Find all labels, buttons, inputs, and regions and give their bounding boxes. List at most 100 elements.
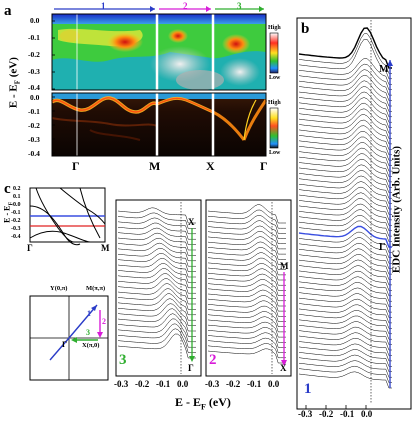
edc-curve [117, 333, 196, 359]
edc-curve [117, 323, 196, 348]
edc-curve [117, 268, 196, 289]
edc-curve [207, 247, 286, 265]
panel-a-y-axis-label: E - EF (eV) [7, 57, 22, 109]
edc-curve [207, 348, 286, 364]
panel-c-brillouin-zone [29, 295, 109, 381]
edc-curve [298, 298, 392, 318]
edc-curve [298, 326, 392, 345]
stack-2-edc-curves [207, 204, 286, 364]
bottom-axis-label: E - EF (eV) [175, 395, 231, 412]
ytick-bottom-4: -0.4 [28, 149, 40, 158]
edc-curve [117, 212, 196, 229]
edc-curve [298, 315, 392, 335]
edc-curve [298, 131, 392, 156]
colorbar-top [269, 32, 279, 74]
bz-path-1: 1 [87, 309, 91, 318]
ytick-bottom-1: -0.1 [28, 107, 40, 116]
edc-curve [117, 247, 196, 267]
edc-curve [298, 97, 392, 123]
edc-curve [298, 119, 392, 145]
edc-curve [207, 300, 286, 317]
stack-2-bottom-label: X [280, 363, 287, 373]
bottom-tick-stack3-1: -0.2 [135, 379, 150, 389]
bottom-tick-stack3-0: -0.3 [114, 379, 129, 389]
bz-label-m: M(π,π) [86, 285, 106, 292]
edc-curve [298, 360, 392, 378]
inset-ytick-5: -0.3 [11, 226, 21, 232]
panel-c-inset [29, 187, 106, 246]
colorbar-bottom [269, 107, 279, 149]
edc-curve [207, 337, 286, 353]
inset-ytick-3: -0.1 [11, 210, 21, 216]
edc-curve [298, 58, 392, 85]
edc-curve [207, 230, 286, 250]
sym-point-x: X [206, 159, 215, 173]
edc-curve [298, 270, 392, 291]
edc-curve [298, 125, 392, 150]
panel-a-bottom-map [50, 92, 268, 157]
edc-curve [298, 142, 392, 166]
edc-curve [117, 278, 196, 299]
panel-b-marker-m: M [379, 64, 389, 75]
edc-curve [117, 258, 196, 278]
edc-curve [298, 231, 392, 253]
edc-curve [298, 175, 392, 199]
edc-curve [207, 241, 286, 260]
ytick-bottom-0: 0.0 [30, 93, 40, 102]
inset-ytick-0: 0.2 [13, 186, 21, 192]
ytick-top-0: 0.0 [30, 16, 40, 25]
inset-xtick-gamma: Γ [27, 243, 33, 253]
edc-curve [298, 181, 392, 204]
edc-curve [117, 313, 196, 337]
edc-curve [298, 108, 392, 134]
edc-curve [207, 343, 286, 359]
stack-3-edc-curves [117, 207, 196, 359]
edc-curve [117, 288, 196, 310]
edc-curve [298, 63, 392, 90]
bottom-tick-stack3-3: 0.0 [177, 379, 189, 389]
edc-curve [298, 349, 392, 367]
edc-curve [207, 215, 286, 234]
panel-c-letter: c [4, 181, 11, 197]
colorbar-bottom-high: High [268, 100, 281, 106]
edc-curve [298, 214, 392, 237]
edc-curve [298, 332, 392, 351]
edc-curve [298, 192, 392, 215]
panel-a-path-arrows [54, 6, 264, 12]
edc-curve [298, 276, 392, 297]
colorbar-bottom-low: Low [269, 150, 281, 156]
edc-curve [298, 114, 392, 139]
edc-curve [117, 222, 196, 240]
edc-curve [207, 204, 286, 224]
edc-curve [298, 343, 392, 362]
edc-curve [298, 102, 392, 128]
edc-curve [298, 147, 392, 172]
ytick-top-3: -0.3 [28, 67, 40, 76]
edc-curve [298, 321, 392, 340]
edc-curve [117, 328, 196, 353]
edc-curve [117, 293, 196, 316]
sym-point-m: M [149, 159, 161, 173]
edc-curve [298, 242, 392, 264]
edc-curve [207, 284, 286, 302]
edc-curve [207, 279, 286, 296]
bottom-tick-stack3-2: -0.1 [156, 379, 171, 389]
bz-path-3: 3 [86, 328, 90, 337]
panel-b-edc-curves [298, 27, 392, 389]
edc-curve [207, 289, 286, 307]
edc-curve [117, 227, 196, 245]
edc-curve [298, 293, 392, 313]
stack-3-bottom-label: Γ [188, 363, 194, 373]
edc-curve [298, 371, 392, 389]
edc-curve [298, 354, 392, 372]
edc-curve [298, 220, 392, 242]
edc-curve [117, 207, 196, 224]
edc-curve [298, 225, 392, 248]
edc-curve [207, 321, 286, 338]
bottom-tick-b-3: 0.0 [361, 409, 373, 419]
bottom-tick-b-2: -0.1 [340, 409, 355, 419]
edc-curve [298, 91, 392, 118]
inset-ytick-2: 0.0 [13, 202, 21, 208]
edc-curve [298, 136, 392, 161]
